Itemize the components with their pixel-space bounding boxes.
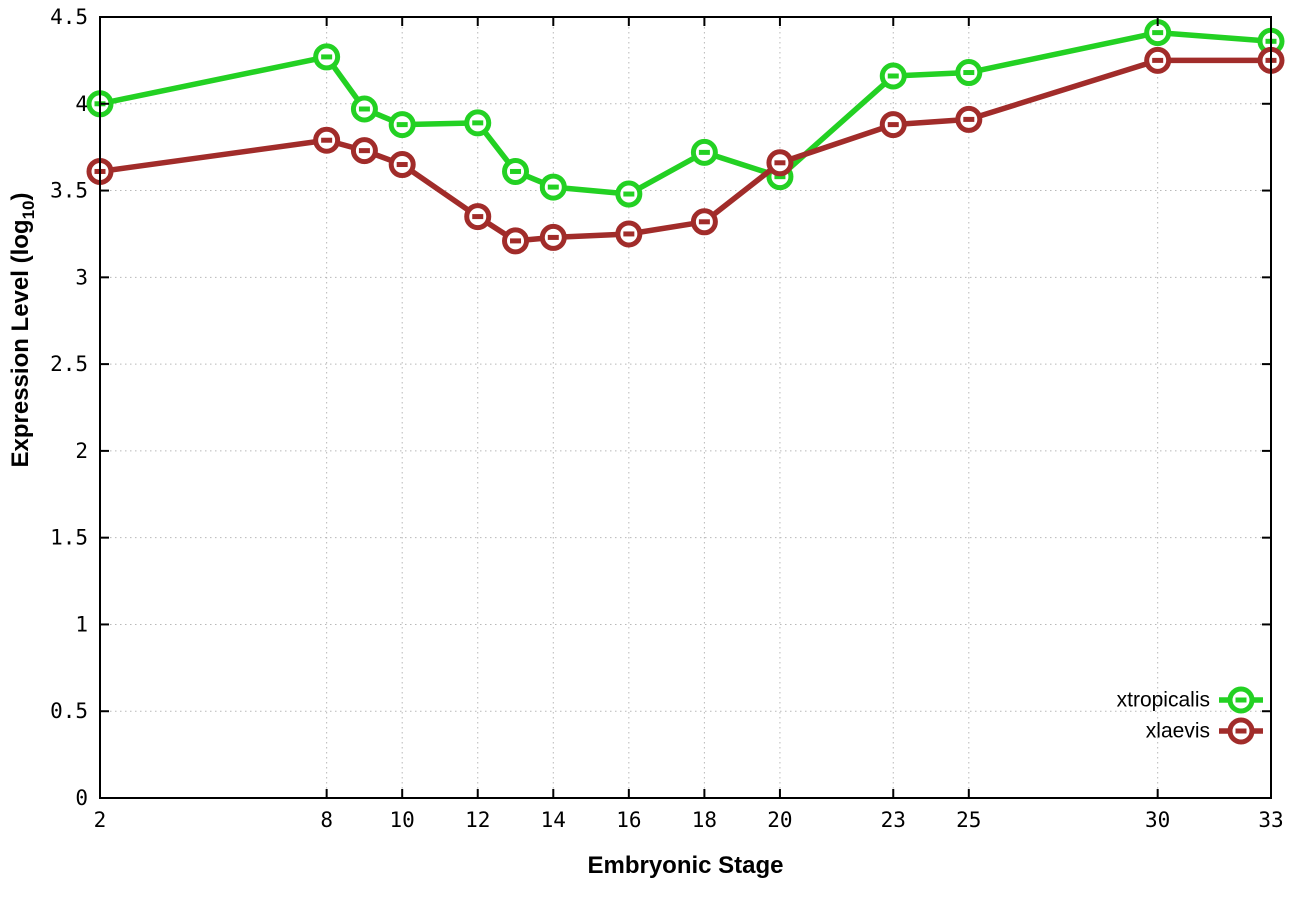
legend-label: xtropicalis — [1117, 689, 1210, 712]
y-tick-label: 3 — [75, 265, 88, 289]
x-tick-label: 10 — [390, 808, 415, 832]
legend: xtropicalis xlaevis — [1117, 686, 1263, 745]
x-tick-label: 16 — [616, 808, 641, 832]
legend-item-xtropicalis: xtropicalis — [1117, 686, 1263, 714]
y-tick-label: 2.5 — [50, 352, 88, 376]
x-tick-label: 25 — [956, 808, 981, 832]
x-tick-label: 8 — [320, 808, 333, 832]
plot-border — [99, 16, 1272, 799]
x-tick-label: 23 — [881, 808, 906, 832]
legend-label: xlaevis — [1146, 720, 1210, 743]
y-tick-label: 0 — [75, 786, 88, 810]
tick-marks — [99, 16, 1272, 799]
x-tick-label: 18 — [692, 808, 717, 832]
y-tick-label: 3.5 — [50, 179, 88, 203]
x-tick-label: 12 — [465, 808, 490, 832]
y-tick-label: 2 — [75, 439, 88, 463]
x-tick-label: 20 — [767, 808, 792, 832]
x-tick-label: 33 — [1258, 808, 1283, 832]
x-axis-title: Embryonic Stage — [587, 852, 783, 879]
y-axis-title: Expression Level (log10) — [7, 193, 38, 468]
y-tick-label: 4.5 — [50, 5, 88, 29]
x-tick-label: 2 — [94, 808, 107, 832]
series-xlaevis — [86, 46, 1285, 255]
y-tick-label: 1.5 — [50, 526, 88, 550]
x-tick-label: 14 — [541, 808, 566, 832]
x-tick-label: 30 — [1145, 808, 1170, 832]
series-xtropicalis — [86, 19, 1285, 208]
y-tick-label: 1 — [75, 612, 88, 636]
legend-item-xlaevis: xlaevis — [1146, 717, 1263, 745]
y-tick-label: 0.5 — [50, 699, 88, 723]
y-tick-label: 4 — [75, 92, 88, 116]
